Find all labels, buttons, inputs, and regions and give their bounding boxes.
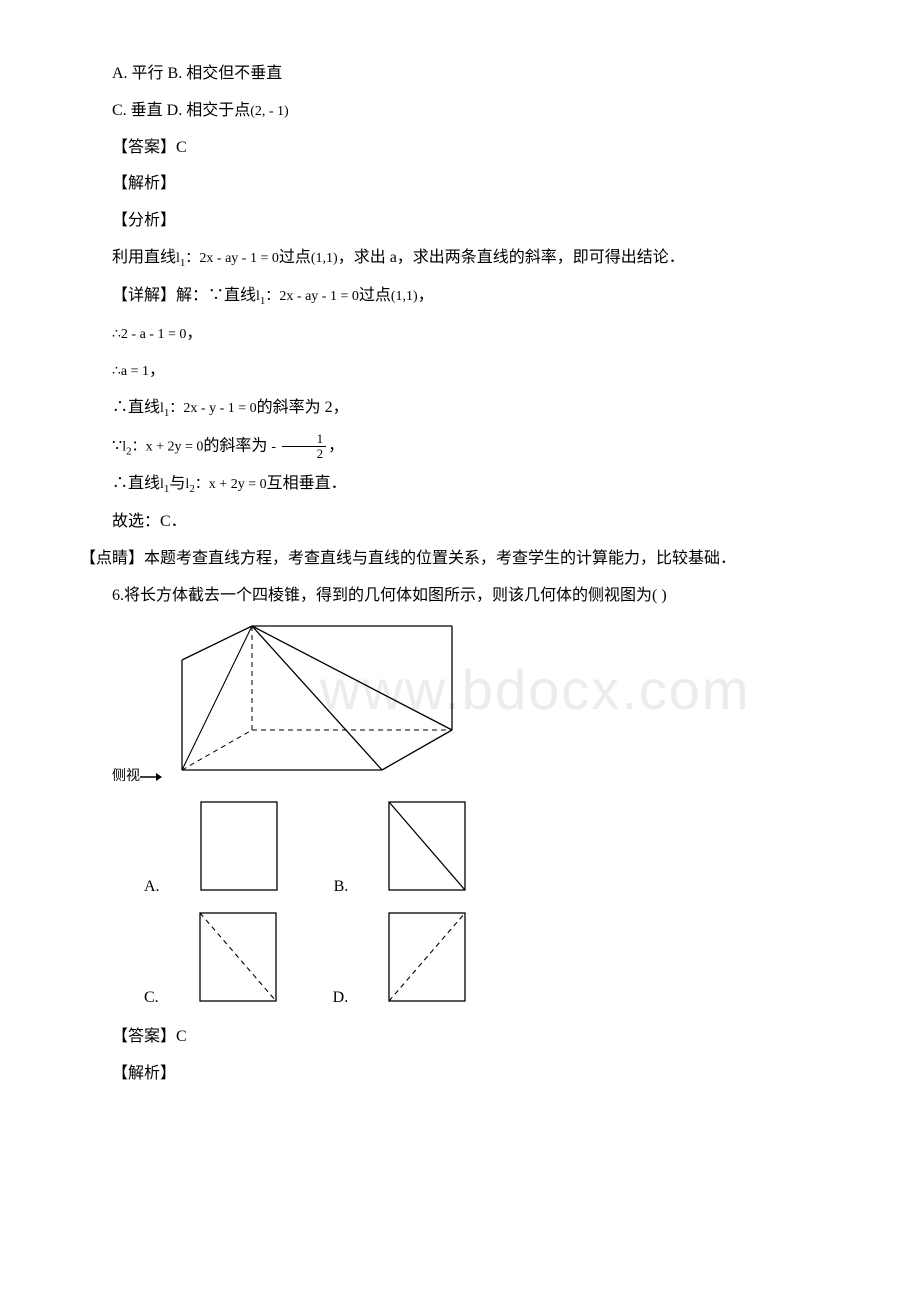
text: ， (186, 325, 202, 342)
q5-option-cd: C. 垂直 D. 相交于点(2, - 1) (80, 97, 840, 126)
q5-detail-line6: ∴直线l1与l2：x + 2y = 0互相垂直． (80, 470, 840, 500)
q5-fenxi-label: 【分析】 (80, 207, 840, 236)
math: ∴2 - a - 1 = 0 (112, 327, 186, 342)
text: 【详解】解：∵直线 (112, 287, 256, 304)
document-content: A. 平行 B. 相交但不垂直 C. 垂直 D. 相交于点(2, - 1) 【答… (80, 60, 840, 1088)
q6-analysis-label: 【解析】 (80, 1060, 840, 1089)
q5-conclusion: 故选：C． (80, 508, 840, 537)
text: ， (149, 362, 165, 379)
text: 的斜率为 (203, 437, 267, 454)
fraction: 12 (282, 432, 327, 462)
side-view-label: 侧视 (112, 764, 162, 789)
q5-detail-line5: ∵l2：x + 2y = 0的斜率为 - 12， (80, 432, 840, 462)
q6-options-row2: C. D. (80, 912, 840, 1013)
text: 与 (169, 475, 185, 492)
text: ∴直线 (112, 399, 160, 416)
side-view-text: 侧视 (112, 769, 140, 784)
q5-answer: 【答案】C (80, 134, 840, 163)
q6-answer: 【答案】C (80, 1023, 840, 1052)
q5-dianjing: 【点睛】本题考查直线方程，考查直线与直线的位置关系，考查学生的计算能力，比较基础… (80, 545, 840, 574)
q5-option-cd-point: (2, - 1) (250, 104, 289, 119)
math: ∴a = 1 (112, 364, 149, 379)
text: ， (328, 437, 344, 454)
option-b-label: B. (302, 873, 349, 902)
option-a-label: A. (112, 873, 160, 902)
math-eq: ：x + 2y = 0 (195, 477, 267, 492)
arrow-right-icon (140, 772, 162, 782)
math-eq: ：2x - ay - 1 = 0 (265, 289, 358, 304)
q5-fenxi-body: 利用直线l1：2x - ay - 1 = 0过点(1,1)，求出 a，求出两条直… (80, 244, 840, 274)
text: 过点 (279, 249, 311, 266)
option-b-figure (356, 801, 466, 902)
text: ， (418, 287, 434, 304)
option-d-figure (356, 912, 466, 1013)
text: 过点 (359, 287, 391, 304)
option-c-label: C. (112, 984, 159, 1013)
text: ，求出 a，求出两条直线的斜率，即可得出结论． (338, 249, 685, 266)
q5-analysis-label: 【解析】 (80, 170, 840, 199)
math-point: (1,1) (391, 289, 418, 304)
q6-stem: 6.将长方体截去一个四棱锥，得到的几何体如图所示，则该几何体的侧视图为( ) (80, 582, 840, 611)
q6-main-figure: 侧视 (112, 620, 840, 791)
text: ∴直线 (112, 475, 160, 492)
text: 利用直线 (112, 249, 176, 266)
option-d-label: D. (301, 984, 349, 1013)
q5-option-ab: A. 平行 B. 相交但不垂直 (80, 60, 840, 89)
fraction-den: 2 (282, 447, 327, 461)
q5-option-cd-text: C. 垂直 D. 相交于点 (112, 102, 250, 119)
text: 互相垂直． (267, 475, 347, 492)
text: ∵ (112, 437, 122, 454)
fraction-num: 1 (282, 432, 327, 447)
q5-detail-line2: ∴2 - a - 1 = 0， (80, 320, 840, 349)
math-eq: ：x + 2y = 0 (132, 439, 204, 454)
cuboid-cut-figure (172, 620, 472, 780)
option-c-figure (167, 912, 277, 1013)
math-eq: ：2x - ay - 1 = 0 (185, 251, 278, 266)
math-point: (1,1) (311, 251, 338, 266)
neg-sign: - (271, 439, 279, 454)
option-a-figure (168, 801, 278, 902)
math-eq: ：2x - y - 1 = 0 (169, 401, 256, 416)
q5-detail-line1: 【详解】解：∵直线l1：2x - ay - 1 = 0过点(1,1)， (80, 282, 840, 312)
q5-detail-line4: ∴直线l1：2x - y - 1 = 0的斜率为 2， (80, 394, 840, 424)
q6-options-row1: A. B. (80, 801, 840, 902)
text: 的斜率为 2， (257, 399, 349, 416)
q5-detail-line3: ∴a = 1， (80, 357, 840, 386)
